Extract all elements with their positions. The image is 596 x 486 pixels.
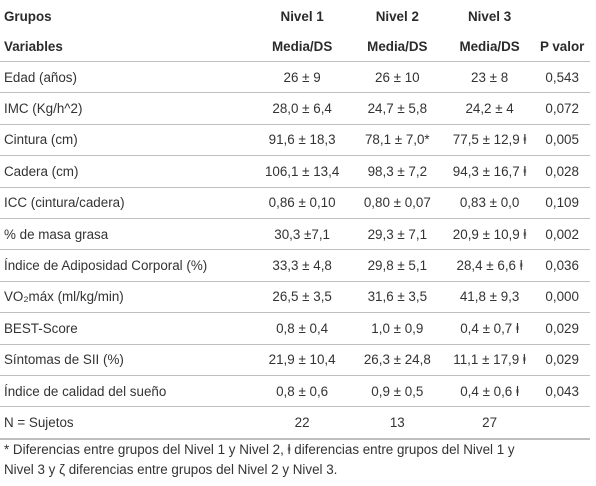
header-group-nivel-2: Nivel 2 — [375, 8, 419, 24]
cell-nivel-1: 26 ± 9 — [254, 61, 350, 94]
cell-nivel-2: 0,9 ± 0,5 — [349, 375, 445, 408]
header-groups-label: Grupos — [4, 8, 52, 24]
cell-nivel-1: 28,0 ± 6,4 — [254, 92, 350, 125]
cell-variable: Cadera (cm) — [0, 155, 255, 188]
cell-nivel-1: 106,1 ± 13,4 — [254, 155, 350, 188]
cell-nivel-1: 22 — [254, 406, 350, 440]
cell-variable: Cintura (cm) — [0, 124, 255, 157]
cell-p-valor: 0,000 — [534, 281, 590, 314]
cell-variable: IMC (Kg/h^2) — [0, 92, 255, 125]
cell-nivel-3: 20,9 ± 10,9 ⱡ — [444, 218, 535, 251]
cell-nivel-1: 0,8 ± 0,6 — [254, 375, 350, 408]
table-row: % de masa grasa 30,3 ±7,1 29,3 ± 7,1 20,9 ±… — [0, 218, 590, 251]
cell-nivel-1: 91,6 ± 18,3 — [254, 124, 350, 157]
cell-nivel-3: 23 ± 8 — [444, 61, 535, 94]
header-variables-label: Variables — [0, 32, 255, 62]
cell-variable: BEST-Score — [0, 312, 255, 345]
table-row: Cintura (cm) 91,6 ± 18,3 78,1 ± 7,0* 77,5 ±… — [0, 124, 590, 157]
cell-variable: Índice de calidad del sueño — [0, 375, 255, 408]
table-row: Índice de Adiposidad Corporal (%) 33,3 ± … — [0, 249, 590, 282]
cell-variable: VO₂máx (ml/kg/min) — [0, 281, 255, 314]
header-col-media-ds-1: Media/DS — [254, 32, 350, 62]
header-row-groups: Grupos Nivel 1 Nivel 2 Nivel 3 — [0, 0, 590, 32]
cell-nivel-3: 11,1 ± 17,9 ⱡ — [444, 344, 535, 376]
table-row: N = Sujetos 22 13 27 — [0, 406, 590, 440]
table-footnote: * Diferencias entre grupos del Nivel 1 y… — [4, 442, 515, 477]
cell-nivel-3: 0,4 ± 0,6 ⱡ — [444, 375, 535, 408]
cell-nivel-3: 0,4 ± 0,7 ⱡ — [444, 312, 535, 345]
table-body: Edad (años) 26 ± 9 26 ± 10 23 ± 8 0,543 IMC (… — [0, 61, 590, 440]
cell-nivel-2: 26,3 ± 24,8 — [349, 344, 445, 376]
cell-p-valor: 0,036 — [534, 249, 590, 282]
header-col-media-ds-3: Media/DS — [444, 32, 535, 62]
cell-nivel-2: 29,8 ± 5,1 — [349, 249, 445, 282]
header-group-nivel-1: Nivel 1 — [280, 8, 324, 24]
cell-nivel-2: 78,1 ± 7,0* — [349, 124, 445, 157]
cell-nivel-2: 29,3 ± 7,1 — [349, 218, 445, 251]
cell-nivel-1: 26,5 ± 3,5 — [254, 281, 350, 314]
results-table: Grupos Nivel 1 Nivel 2 Nivel 3 Variables… — [0, 0, 590, 440]
cell-nivel-3: 24,2 ± 4 — [444, 92, 535, 125]
cell-nivel-3: 77,5 ± 12,9 ⱡ — [444, 124, 535, 157]
cell-variable: Edad (años) — [0, 61, 255, 94]
table-header: Grupos Nivel 1 Nivel 2 Nivel 3 Variables… — [0, 0, 590, 62]
table-row: Edad (años) 26 ± 9 26 ± 10 23 ± 8 0,543 — [0, 61, 590, 94]
cell-nivel-1: 0,86 ± 0,10 — [254, 187, 350, 219]
table-row: Cadera (cm) 106,1 ± 13,4 98,3 ± 7,2 94,3 ± … — [0, 155, 590, 188]
cell-p-valor: 0,543 — [534, 61, 590, 94]
table-row: ICC (cintura/cadera) 0,86 ± 0,10 0,80 ± 0,… — [0, 187, 590, 219]
cell-p-valor: 0,029 — [534, 344, 590, 376]
header-row-variables: Variables Media/DS Media/DS Media/DS P v… — [0, 32, 590, 62]
cell-nivel-2: 1,0 ± 0,9 — [349, 312, 445, 345]
header-group-empty — [534, 0, 590, 32]
cell-p-valor: 0,109 — [534, 187, 590, 219]
cell-nivel-1: 0,8 ± 0,4 — [254, 312, 350, 345]
table-row: VO₂máx (ml/kg/min) 26,5 ± 3,5 31,6 ± 3,5 41… — [0, 281, 590, 314]
cell-variable: ICC (cintura/cadera) — [0, 187, 255, 219]
cell-nivel-3: 27 — [444, 406, 535, 440]
cell-variable: % de masa grasa — [0, 218, 255, 251]
cell-p-valor: 0,029 — [534, 312, 590, 345]
cell-variable: N = Sujetos — [0, 406, 255, 440]
cell-p-valor: 0,005 — [534, 124, 590, 157]
cell-nivel-2: 26 ± 10 — [349, 61, 445, 94]
cell-nivel-3: 0,83 ± 0,0 — [444, 187, 535, 219]
header-col-media-ds-2: Media/DS — [349, 32, 445, 62]
cell-p-valor: 0,002 — [534, 218, 590, 251]
cell-p-valor — [534, 406, 590, 440]
cell-nivel-1: 33,3 ± 4,8 — [254, 249, 350, 282]
cell-nivel-1: 30,3 ±7,1 — [254, 218, 350, 251]
cell-nivel-3: 41,8 ± 9,3 — [444, 281, 535, 314]
cell-nivel-2: 31,6 ± 3,5 — [349, 281, 445, 314]
cell-nivel-1: 21,9 ± 10,4 — [254, 344, 350, 376]
cell-nivel-2: 98,3 ± 7,2 — [349, 155, 445, 188]
cell-variable: Síntomas de SII (%) — [0, 344, 255, 376]
cell-nivel-2: 0,80 ± 0,07 — [349, 187, 445, 219]
table-row: Índice de calidad del sueño 0,8 ± 0,6 0,9 … — [0, 375, 590, 408]
cell-p-valor: 0,072 — [534, 92, 590, 125]
header-group-nivel-3: Nivel 3 — [468, 8, 512, 24]
cell-p-valor: 0,028 — [534, 155, 590, 188]
cell-nivel-2: 24,7 ± 5,8 — [349, 92, 445, 125]
table-row: Síntomas de SII (%) 21,9 ± 10,4 26,3 ± 24,… — [0, 344, 590, 376]
table-row: IMC (Kg/h^2) 28,0 ± 6,4 24,7 ± 5,8 24,2 ± 4… — [0, 92, 590, 125]
header-col-p-valor: P valor — [534, 32, 590, 62]
cell-nivel-2: 13 — [349, 406, 445, 440]
cell-nivel-3: 28,4 ± 6,6 ⱡ — [444, 249, 535, 282]
cell-p-valor: 0,043 — [534, 375, 590, 408]
cell-variable: Índice de Adiposidad Corporal (%) — [0, 249, 255, 282]
cell-nivel-3: 94,3 ± 16,7 ⱡ — [444, 155, 535, 188]
